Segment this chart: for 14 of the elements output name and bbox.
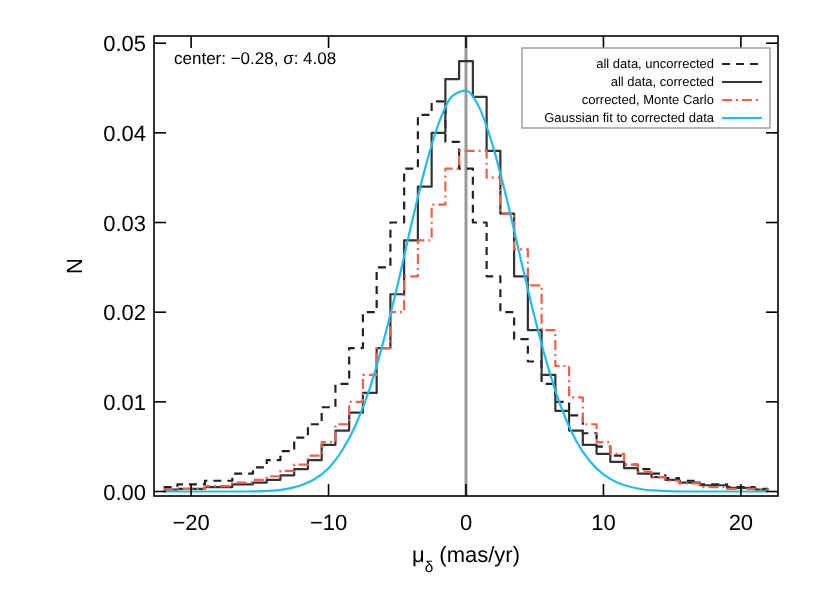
x-tick-label: 0 <box>459 512 473 536</box>
y-tick-label: 0.02 <box>103 302 146 327</box>
y-tick-label: 0.04 <box>103 122 146 147</box>
y-axis-title: N <box>64 257 88 274</box>
y-tick-label: 0.01 <box>103 391 146 416</box>
y-tick-label: 0.05 <box>103 33 146 58</box>
y-tick-label: 0.00 <box>103 481 146 506</box>
y-tick-label: 0.03 <box>103 212 146 237</box>
x-tick-label: 20 <box>728 512 754 536</box>
x-tick-label: −10 <box>309 512 348 536</box>
annotation: center: −0.28, σ: 4.08 <box>174 48 337 68</box>
x-tick-label: −20 <box>172 512 210 536</box>
x-tick-label: 10 <box>591 512 616 536</box>
x-axis-title: μ$_{δ}$ (mas/yr) <box>411 544 521 575</box>
